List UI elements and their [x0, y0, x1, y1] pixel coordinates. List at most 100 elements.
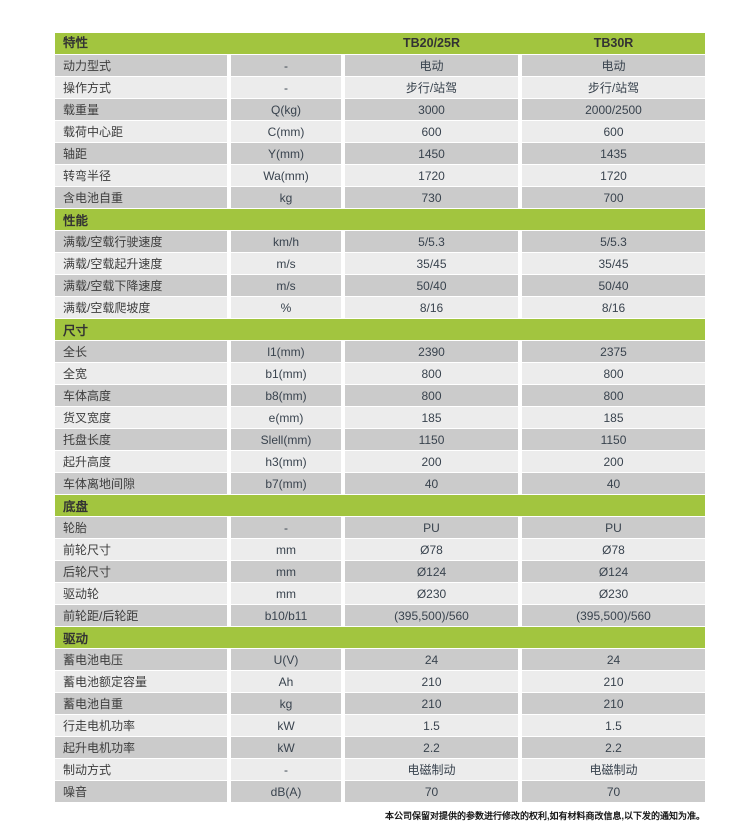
table-row: 全宽 b1(mm) 800 800	[55, 363, 705, 384]
table-row: 动力型式 - 电动 电动	[55, 55, 705, 76]
spec-unit-cell: Q(kg)	[231, 99, 341, 120]
spec-value-b-cell: 2000/2500	[522, 99, 705, 120]
spec-label-cell: 蓄电池额定容量	[55, 671, 227, 692]
table-row: 前轮尺寸 mm Ø78 Ø78	[55, 539, 705, 560]
spec-unit-cell: Wa(mm)	[231, 165, 341, 186]
table-row: 驱动轮 mm Ø230 Ø230	[55, 583, 705, 604]
header-model-b: TB30R	[593, 36, 634, 51]
table-row: 前轮距/后轮距 b10/b11 (395,500)/560 (395,500)/560	[55, 605, 705, 626]
spec-unit-cell: mm	[231, 539, 341, 560]
table-row: 转弯半径 Wa(mm) 1720 1720	[55, 165, 705, 186]
spec-value-a-cell: 步行/站驾	[345, 77, 518, 98]
spec-value-b-cell: 1720	[522, 165, 705, 186]
table-row: 噪音 dB(A) 70 70	[55, 781, 705, 802]
footer-disclaimer: 本公司保留对提供的参数进行修改的权利,如有材料商改信息,以下发的通知为准。	[384, 811, 705, 821]
spec-unit-cell: b1(mm)	[231, 363, 341, 384]
spec-unit-cell: l1(mm)	[231, 341, 341, 362]
table-row: 满载/空载行驶速度 km/h 5/5.3 5/5.3	[55, 231, 705, 252]
spec-label-cell: 操作方式	[55, 77, 227, 98]
spec-label-cell: 行走电机功率	[55, 715, 227, 736]
table-row: 蓄电池电压 U(V) 24 24	[55, 649, 705, 670]
spec-label-cell: 车体高度	[55, 385, 227, 406]
spec-unit-cell: Y(mm)	[231, 143, 341, 164]
spec-unit-cell: kg	[231, 187, 341, 208]
table-row: 起升电机功率 kW 2.2 2.2	[55, 737, 705, 758]
header-model-a: TB20/25R	[403, 36, 460, 51]
spec-label-cell: 起升电机功率	[55, 737, 227, 758]
spec-unit-cell: -	[231, 517, 341, 538]
spec-label-cell: 起升高度	[55, 451, 227, 472]
spec-value-b-cell: 210	[522, 671, 705, 692]
table-row: 后轮尺寸 mm Ø124 Ø124	[55, 561, 705, 582]
table-row: 托盘长度 Slell(mm) 1150 1150	[55, 429, 705, 450]
spec-value-b-cell: 210	[522, 693, 705, 714]
spec-value-b-cell: 600	[522, 121, 705, 142]
spec-value-b-cell: 185	[522, 407, 705, 428]
spec-unit-cell: m/s	[231, 275, 341, 296]
spec-value-a-cell: 电磁制动	[345, 759, 518, 780]
spec-value-b-cell: Ø230	[522, 583, 705, 604]
spec-value-b-cell: 24	[522, 649, 705, 670]
table-row: 轮胎 - PU PU	[55, 517, 705, 538]
spec-value-b-cell: (395,500)/560	[522, 605, 705, 626]
spec-label-cell: 货叉宽度	[55, 407, 227, 428]
spec-value-a-cell: 35/45	[345, 253, 518, 274]
spec-value-b-cell: 电动	[522, 55, 705, 76]
table-row: 满载/空载起升速度 m/s 35/45 35/45	[55, 253, 705, 274]
spec-value-b-cell: 2375	[522, 341, 705, 362]
spec-label-cell: 轮胎	[55, 517, 227, 538]
spec-value-a-cell: Ø78	[345, 539, 518, 560]
spec-unit-cell: -	[231, 759, 341, 780]
spec-value-b-cell: 电磁制动	[522, 759, 705, 780]
spec-value-a-cell: 200	[345, 451, 518, 472]
table-row: 起升高度 h3(mm) 200 200	[55, 451, 705, 472]
spec-value-b-cell: 70	[522, 781, 705, 802]
spec-value-b-cell: 1435	[522, 143, 705, 164]
spec-label-cell: 含电池自重	[55, 187, 227, 208]
table-row: 制动方式 - 电磁制动 电磁制动	[55, 759, 705, 780]
spec-unit-cell: kg	[231, 693, 341, 714]
spec-value-a-cell: 800	[345, 363, 518, 384]
spec-value-a-cell: 210	[345, 693, 518, 714]
spec-value-b-cell: Ø124	[522, 561, 705, 582]
spec-value-b-cell: PU	[522, 517, 705, 538]
spec-label-cell: 动力型式	[55, 55, 227, 76]
spec-unit-cell: Ah	[231, 671, 341, 692]
spec-value-a-cell: Ø124	[345, 561, 518, 582]
spec-value-a-cell: 8/16	[345, 297, 518, 318]
spec-value-b-cell: 1.5	[522, 715, 705, 736]
table-header-row: 特性 TB20/25R TB30R	[55, 33, 705, 54]
spec-unit-cell: b8(mm)	[231, 385, 341, 406]
table-row: 蓄电池自重 kg 210 210	[55, 693, 705, 714]
spec-value-a-cell: 1150	[345, 429, 518, 450]
spec-unit-cell: %	[231, 297, 341, 318]
spec-unit-cell: mm	[231, 561, 341, 582]
spec-value-a-cell: 1720	[345, 165, 518, 186]
spec-unit-cell: h3(mm)	[231, 451, 341, 472]
spec-unit-cell: C(mm)	[231, 121, 341, 142]
spec-label-cell: 载重量	[55, 99, 227, 120]
spec-value-a-cell: 电动	[345, 55, 518, 76]
spec-value-b-cell: 700	[522, 187, 705, 208]
spec-label-cell: 轴距	[55, 143, 227, 164]
table-body: 动力型式 - 电动 电动 操作方式 - 步行/站驾 步行/站驾 载重量 Q(kg) 3000 2000…	[55, 55, 705, 802]
table-row: 蓄电池额定容量 Ah 210 210	[55, 671, 705, 692]
spec-label-cell: 后轮尺寸	[55, 561, 227, 582]
spec-value-b-cell: 200	[522, 451, 705, 472]
table-row: 操作方式 - 步行/站驾 步行/站驾	[55, 77, 705, 98]
spec-label-cell: 满载/空载爬坡度	[55, 297, 227, 318]
spec-label-cell: 转弯半径	[55, 165, 227, 186]
table-row: 行走电机功率 kW 1.5 1.5	[55, 715, 705, 736]
spec-unit-cell: b7(mm)	[231, 473, 341, 494]
spec-value-a-cell: 2390	[345, 341, 518, 362]
section-header: 底盘	[55, 495, 705, 516]
spec-label-cell: 噪音	[55, 781, 227, 802]
section-header: 尺寸	[55, 319, 705, 340]
section-header: 性能	[55, 209, 705, 230]
table-row: 货叉宽度 e(mm) 185 185	[55, 407, 705, 428]
spec-value-a-cell: 24	[345, 649, 518, 670]
spec-unit-cell: dB(A)	[231, 781, 341, 802]
spec-value-a-cell: 800	[345, 385, 518, 406]
table-row: 全长 l1(mm) 2390 2375	[55, 341, 705, 362]
spec-label-cell: 满载/空载下降速度	[55, 275, 227, 296]
